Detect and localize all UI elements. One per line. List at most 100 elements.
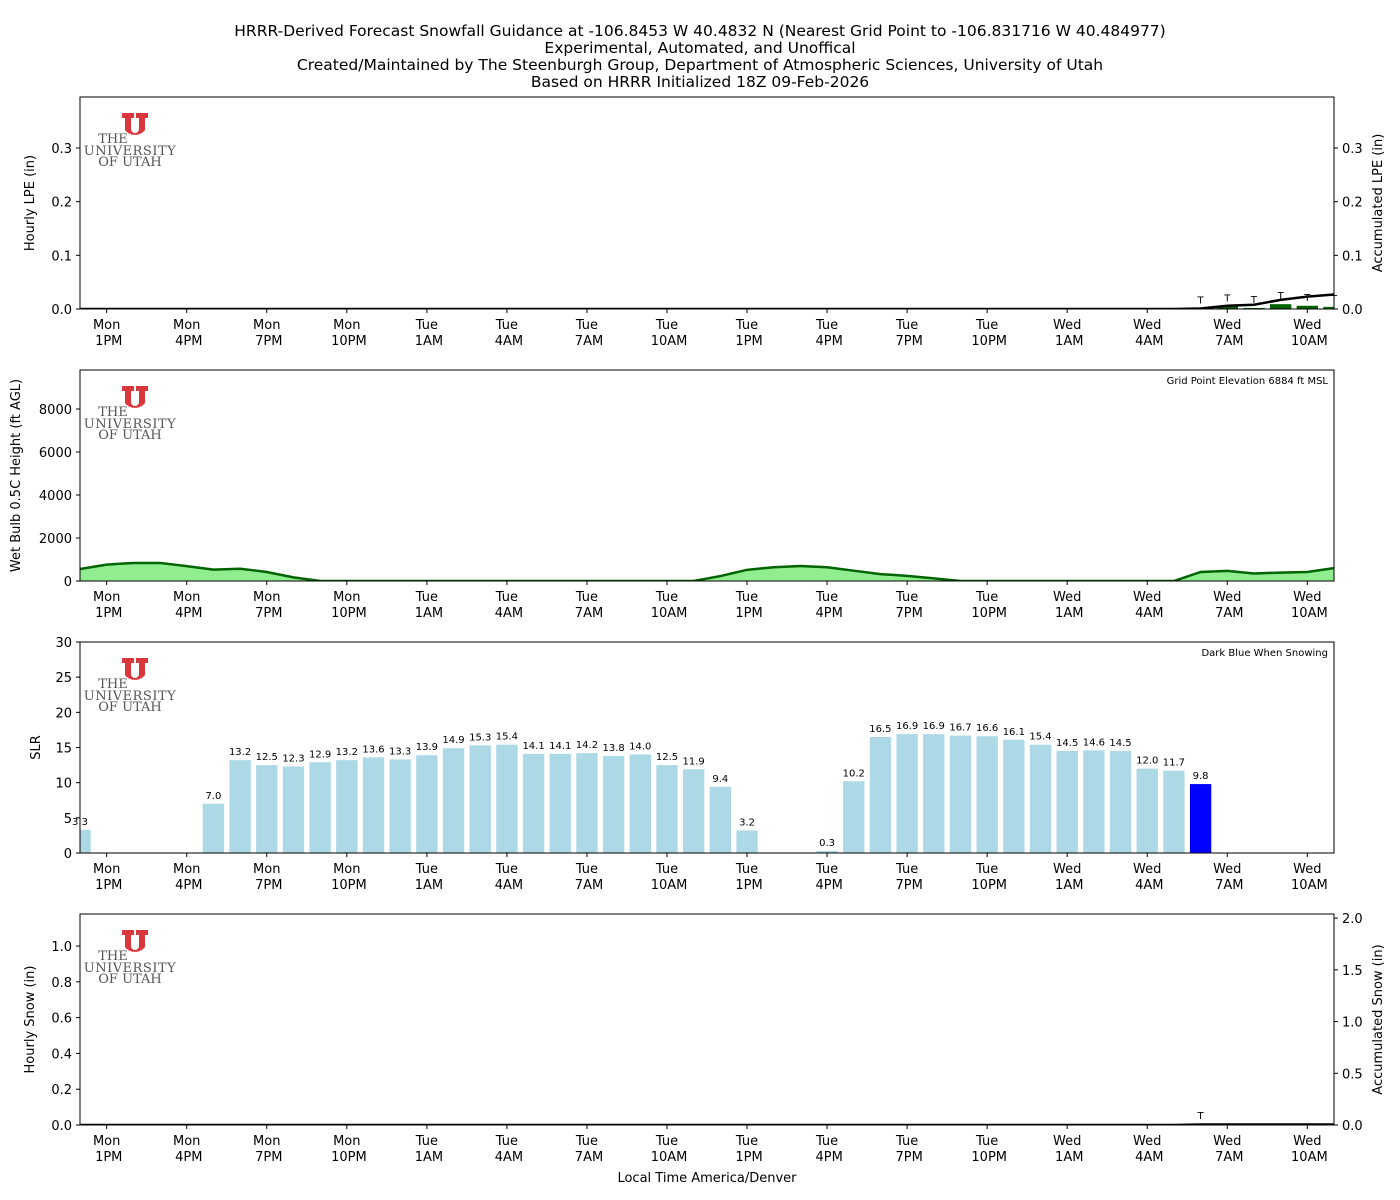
value-label: 11.7 <box>1163 758 1185 769</box>
title-line: Experimental, Automated, and Unoffical <box>544 39 855 57</box>
x-tick-label: Tue 1AM <box>411 590 444 621</box>
y-axis-label: Hourly Snow (in) <box>23 966 38 1074</box>
x-tick-label: Mon 7PM <box>251 862 282 893</box>
x-tick-label: Wed 7AM <box>1211 318 1244 349</box>
x-tick-label: Tue 10AM <box>647 318 688 349</box>
x-tick-label: Wed 1AM <box>1051 862 1084 893</box>
x-tick-label: Wed 10AM <box>1287 318 1328 349</box>
x-tick-label: Tue 7PM <box>891 318 922 349</box>
bar <box>496 744 518 853</box>
y-tick-label: 15 <box>55 742 72 757</box>
x-tick-label: Tue 7AM <box>571 590 604 621</box>
plot-frame <box>79 641 1335 854</box>
x-tick-label: Wed 4AM <box>1131 318 1164 349</box>
bar <box>1243 307 1265 309</box>
y-tick-label: 0.2 <box>51 196 72 211</box>
y-tick-label: 1.0 <box>51 940 72 955</box>
y-tick-label: 0 <box>64 847 72 862</box>
bar <box>1163 770 1185 853</box>
value-label: 13.3 <box>389 746 411 757</box>
value-label: T <box>1303 293 1311 304</box>
x-tick-label: Tue 7AM <box>571 1134 604 1165</box>
y-tick-label: 0.3 <box>1342 142 1363 157</box>
title-line: Based on HRRR Initialized 18Z 09-Feb-202… <box>531 73 869 91</box>
x-tick-label: Mon 10PM <box>327 862 367 893</box>
value-label: 9.4 <box>712 774 728 785</box>
value-label: 0.3 <box>819 838 835 849</box>
value-label: 3.2 <box>739 817 755 828</box>
y-tick-label: 20 <box>55 706 72 721</box>
value-label: 12.5 <box>656 752 678 763</box>
bar <box>869 736 892 853</box>
value-label: 14.1 <box>522 741 544 752</box>
logo-mark <box>122 113 148 135</box>
bar <box>469 745 491 853</box>
logo-text: OF UTAH <box>98 428 161 443</box>
y-tick-label: 6000 <box>39 446 72 461</box>
x-tick-label: Mon 4PM <box>171 318 202 349</box>
y-tick-label: 0.0 <box>51 1119 72 1134</box>
area <box>80 562 1334 581</box>
value-label: 13.9 <box>416 742 438 753</box>
value-label: T <box>1250 295 1258 306</box>
bar <box>1323 306 1334 309</box>
bar <box>949 735 972 853</box>
y-tick-label: 10 <box>55 777 72 792</box>
x-tick-label: Tue 7PM <box>891 590 922 621</box>
y-tick-label: 8000 <box>39 403 72 418</box>
value-label: T <box>1197 1111 1205 1122</box>
x-tick-label: Tue 1AM <box>411 1134 444 1165</box>
x-tick-label: Tue 10AM <box>647 590 688 621</box>
value-label: 16.1 <box>1003 727 1025 738</box>
y-axis-label: Wet Bulb 0.5C Height (ft AGL) <box>9 379 24 572</box>
y-tick-label: 0.6 <box>51 1012 72 1027</box>
value-label: 12.5 <box>256 752 278 763</box>
y-tick-label: 0.5 <box>1342 1067 1363 1082</box>
x-tick-label: Tue 1PM <box>731 1134 762 1165</box>
x-tick-label: Tue 1PM <box>731 862 762 893</box>
y-tick-label: 30 <box>55 636 72 651</box>
bar <box>1216 306 1238 309</box>
bar <box>923 734 945 853</box>
x-tick-label: Mon 7PM <box>251 318 282 349</box>
bar <box>1109 751 1132 853</box>
bar <box>709 786 732 853</box>
logo-text: THE <box>98 405 128 420</box>
x-tick-label: Tue 10PM <box>967 862 1007 893</box>
x-tick-label: Tue 1PM <box>731 590 762 621</box>
y-tick-label: 2000 <box>39 532 72 547</box>
x-tick-label: Mon 7PM <box>251 1134 282 1165</box>
x-tick-label: Mon 4PM <box>171 862 202 893</box>
y-axis-label: Hourly LPE (in) <box>23 155 38 251</box>
x-tick-label: Wed 10AM <box>1287 590 1328 621</box>
value-label: 16.9 <box>896 721 918 732</box>
value-label: T <box>1197 295 1205 306</box>
x-tick-label: Wed 1AM <box>1051 318 1084 349</box>
y-tick-label: 0.0 <box>1342 1119 1363 1134</box>
logo-text: OF UTAH <box>98 700 161 715</box>
y-tick-label: 0.1 <box>1342 249 1363 264</box>
x-tick-label: Tue 1AM <box>411 318 444 349</box>
value-label: 14.2 <box>576 740 598 751</box>
plot-area <box>80 561 1334 581</box>
bar <box>843 781 865 853</box>
x-tick-label: Tue 4PM <box>811 590 842 621</box>
plot-frame <box>79 369 1335 582</box>
logo-text: THE <box>98 132 128 147</box>
value-label: 16.7 <box>949 723 971 734</box>
y2-axis-label: Accumulated Snow (in) <box>1371 944 1386 1094</box>
y2-axis-label: Accumulated LPE (in) <box>1371 134 1386 273</box>
value-label: 12.9 <box>309 749 331 760</box>
title-line: Created/Maintained by The Steenburgh Gro… <box>297 56 1103 74</box>
line <box>80 561 1334 581</box>
bar <box>682 769 705 853</box>
logo-text: UNIVERSITY <box>84 144 176 159</box>
logo-text: UNIVERSITY <box>84 961 176 976</box>
line <box>80 293 1334 309</box>
plot-area <box>80 293 1334 309</box>
bar <box>976 736 998 853</box>
plot-area <box>80 734 1212 853</box>
x-tick-label: Tue 7AM <box>571 862 604 893</box>
x-tick-label: Tue 7PM <box>891 862 922 893</box>
